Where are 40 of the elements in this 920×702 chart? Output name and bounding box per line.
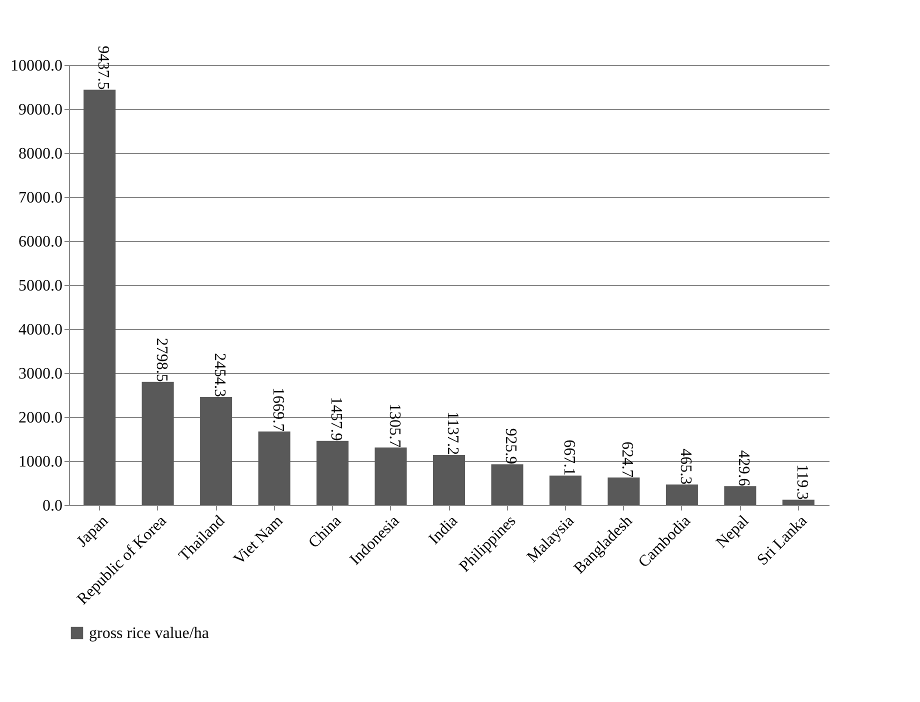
y-tick-label: 2000.0	[18, 410, 62, 426]
data-label: 1669.7	[269, 388, 286, 432]
bar	[549, 476, 582, 505]
y-tick-label: 1000.0	[18, 454, 62, 470]
bar	[84, 90, 116, 505]
data-label: 119.3	[793, 464, 810, 500]
data-label: 667.1	[560, 440, 578, 476]
y-tick-label: 7000.0	[18, 190, 62, 206]
bar	[200, 397, 232, 505]
data-label: 925.9	[502, 428, 520, 464]
bar	[432, 454, 466, 505]
data-label: 624.7	[618, 442, 636, 478]
y-tick-label: 8000.0	[18, 146, 62, 162]
x-tick-label: India	[426, 512, 462, 548]
data-label: 429.6	[735, 450, 752, 486]
bar	[142, 382, 174, 505]
bar	[782, 500, 814, 505]
y-tick-label: 0.0	[42, 498, 62, 514]
bar	[724, 486, 756, 505]
y-tick-label: 6000.0	[18, 234, 62, 250]
bar	[316, 440, 349, 505]
data-label: 1137.2	[444, 412, 461, 455]
data-label: 1457.9	[328, 396, 345, 441]
data-label: 465.3	[676, 448, 694, 485]
y-tick-label: 10000.0	[10, 58, 62, 74]
y-tick-label: 5000.0	[18, 278, 62, 294]
bar	[374, 448, 407, 505]
legend-label: gross rice value/ha	[89, 625, 209, 642]
bar	[491, 464, 524, 505]
data-label: 9437.5	[94, 46, 112, 90]
x-tick-label: Viet Nam	[230, 512, 287, 568]
y-tick-label: 9000.0	[18, 102, 62, 118]
y-tick-label: 3000.0	[18, 366, 62, 382]
y-tick-label: 4000.0	[18, 322, 62, 338]
data-label: 2454.3	[211, 353, 228, 398]
bar	[258, 432, 290, 505]
bar	[608, 478, 640, 505]
data-label: 1305.7	[386, 404, 403, 448]
data-label: 2798.5	[152, 338, 170, 382]
bar	[666, 484, 698, 505]
